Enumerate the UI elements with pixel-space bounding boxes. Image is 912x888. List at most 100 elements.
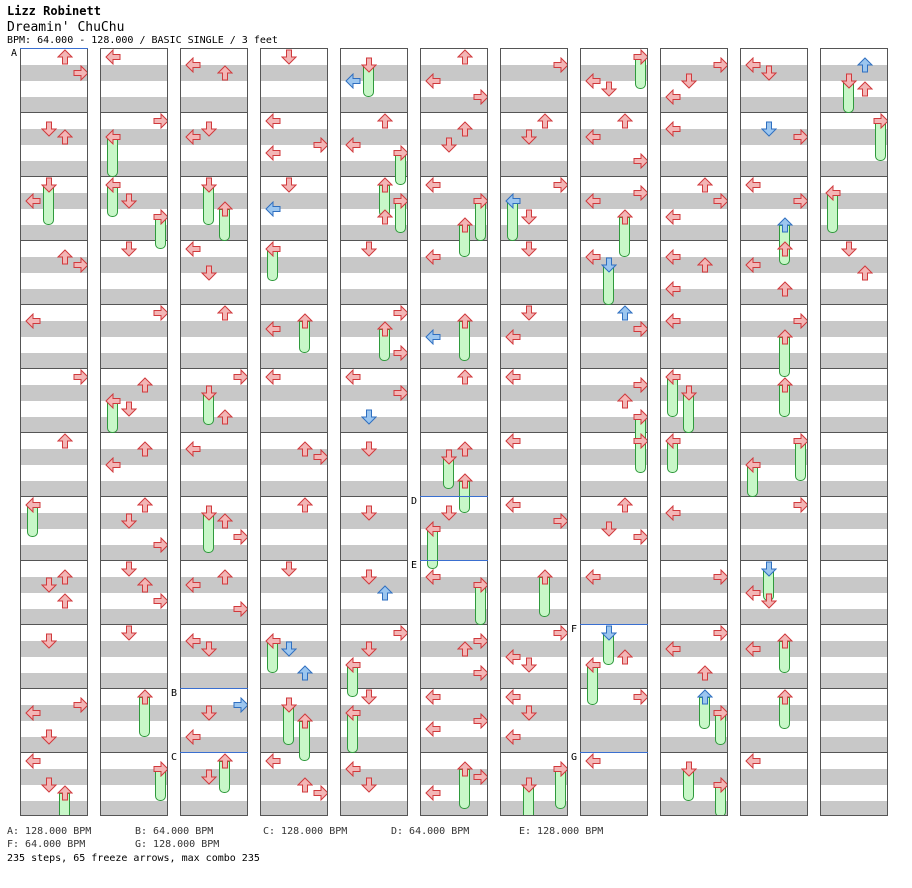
beat-band [501,97,567,113]
beat-band [741,289,807,305]
beat-band [181,577,247,593]
beat-band [741,545,807,561]
right-arrow-icon [393,192,407,210]
measure-line [821,560,887,561]
right-arrow-icon [393,624,407,642]
left-arrow-icon [665,208,681,226]
right-arrow-icon [553,176,567,194]
down-arrow-icon [280,49,298,65]
down-arrow-icon [200,265,218,281]
up-arrow-icon [856,265,874,281]
bpm-legend-g: G: 128.000 BPM [135,839,220,850]
beat-band [101,577,167,593]
up-arrow-icon [696,689,714,705]
chart-column [100,48,168,816]
beat-band [581,193,647,209]
down-arrow-icon [440,449,458,465]
beat-band [101,225,167,241]
right-arrow-icon [793,312,807,330]
beat-band [101,673,167,689]
beat-band [581,449,647,465]
beat-band [661,609,727,625]
beat-band [501,609,567,625]
left-arrow-icon [105,456,121,474]
down-arrow-icon [40,777,58,793]
measure-line [821,624,887,625]
beat-band [821,97,887,113]
down-arrow-icon [280,641,298,657]
down-arrow-icon [520,305,538,321]
measure-line [581,560,647,561]
right-arrow-icon [553,512,567,530]
measure-line [261,112,327,113]
left-arrow-icon [185,440,201,458]
beat-band [101,641,167,657]
beat-band [741,641,807,657]
up-arrow-icon [776,281,794,297]
down-arrow-icon [360,409,378,425]
measure-line [661,112,727,113]
bpm-legend-b: B: 64.000 BPM [135,826,214,837]
measure-line [661,240,727,241]
beat-band [421,513,487,529]
left-arrow-icon [345,136,361,154]
beat-band [661,641,727,657]
beat-band [181,321,247,337]
right-arrow-icon [153,304,167,322]
right-arrow-icon [73,368,87,386]
bpm-legend-f: F: 64.000 BPM [7,839,86,850]
beat-band [181,545,247,561]
measure-line [661,368,727,369]
beat-band [581,161,647,177]
up-arrow-icon [856,81,874,97]
beat-band [181,609,247,625]
up-arrow-icon [136,377,154,393]
left-arrow-icon [665,120,681,138]
chart-column [660,48,728,816]
measure-line [21,240,87,241]
beat-band [181,193,247,209]
down-arrow-icon [120,401,138,417]
beat-band [581,577,647,593]
beat-band [741,161,807,177]
left-arrow-icon [745,56,761,74]
up-arrow-icon [456,217,474,233]
measure-line [741,176,807,177]
beat-band [821,641,887,657]
beat-band [261,417,327,433]
measure-line [21,560,87,561]
beat-band [581,513,647,529]
left-arrow-icon [425,720,441,738]
bpm-marker-label: G [571,752,578,763]
measure-line [341,496,407,497]
measure-line [341,368,407,369]
left-arrow-icon [265,632,281,650]
beat-band [21,609,87,625]
measure-line [261,368,327,369]
left-arrow-icon [425,784,441,802]
left-arrow-icon [745,752,761,770]
beat-band [581,641,647,657]
beat-band [261,513,327,529]
beat-band [421,97,487,113]
beat-band [21,353,87,369]
down-arrow-icon [40,633,58,649]
beat-band [181,257,247,273]
beat-band [821,609,887,625]
down-arrow-icon [40,121,58,137]
down-arrow-icon [600,81,618,97]
beat-band [21,641,87,657]
beat-band [21,225,87,241]
beat-band [421,577,487,593]
bpm-marker-label: F [571,624,578,635]
up-arrow-icon [296,441,314,457]
measure-line [661,624,727,625]
up-arrow-icon [296,665,314,681]
beat-band [261,161,327,177]
measure-line [421,688,487,689]
up-arrow-icon [696,257,714,273]
measure-line [261,176,327,177]
beat-band [341,193,407,209]
measure-line [421,624,487,625]
right-arrow-icon [633,408,647,426]
